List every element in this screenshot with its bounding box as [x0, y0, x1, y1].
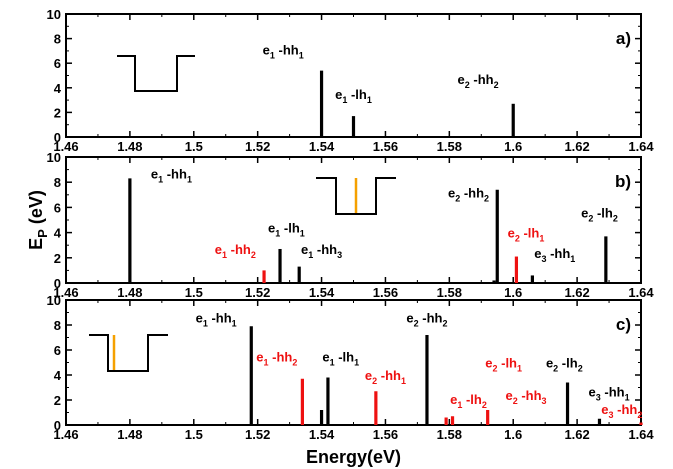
transition-label: e1 -lh1 [268, 221, 305, 239]
y-tick-label: 10 [47, 7, 61, 22]
x-tick-label: 1.5 [185, 139, 203, 154]
x-tick-label: 1.46 [53, 285, 78, 300]
y-tick-label: 10 [47, 150, 61, 165]
x-tick-label: 1.62 [564, 139, 589, 154]
y-tick-label: 6 [54, 343, 61, 358]
panel-label: a) [616, 29, 631, 48]
transition-label: e3 -hh2 [601, 402, 642, 420]
y-axis-label: EP (eV) [26, 190, 50, 250]
x-axis-label: Energy(eV) [306, 447, 401, 467]
x-tick-label: 1.64 [628, 139, 654, 154]
y-tick-label: 0 [54, 276, 61, 291]
x-tick-label: 1.48 [117, 427, 142, 442]
transition-label: e2 -lh1 [508, 226, 545, 244]
x-tick-label: 1.52 [245, 427, 270, 442]
y-tick-label: 6 [54, 200, 61, 215]
x-tick-label: 1.56 [373, 427, 398, 442]
quantum-well-inset [316, 177, 396, 215]
transition-label: e2 -lh1 [485, 356, 522, 374]
x-tick-label: 1.52 [245, 139, 270, 154]
x-tick-label: 1.58 [437, 427, 462, 442]
y-tick-label: 0 [54, 130, 61, 145]
x-tick-label: 1.64 [628, 285, 654, 300]
x-tick-label: 1.6 [504, 427, 522, 442]
transition-label: e1 -lh1 [322, 349, 359, 367]
transition-label: e1 -hh1 [263, 43, 304, 61]
y-tick-label: 4 [54, 81, 62, 96]
panel-label: b) [615, 172, 631, 191]
x-tick-label: 1.58 [437, 285, 462, 300]
x-tick-label: 1.48 [117, 139, 142, 154]
transition-label: e1 -lh2 [450, 392, 487, 410]
y-tick-label: 6 [54, 56, 61, 71]
quantum-well-inset [89, 334, 168, 372]
x-tick-label: 1.46 [53, 139, 78, 154]
x-tick-label: 1.54 [309, 427, 335, 442]
x-tick-label: 1.56 [373, 285, 398, 300]
y-tick-label: 8 [54, 32, 61, 47]
x-tick-label: 1.6 [504, 139, 522, 154]
x-tick-label: 1.54 [309, 139, 335, 154]
y-tick-label: 10 [47, 293, 61, 308]
y-tick-label: 8 [54, 175, 61, 190]
transition-label: e2 -lh2 [581, 205, 618, 223]
transition-label: e2 -hh2 [458, 72, 499, 90]
y-tick-label: 2 [54, 393, 61, 408]
quantum-well-inset [117, 55, 195, 92]
panel-2: 1.46 1.48 1.5 1.52 1.54 1.56 1.58 1.6 1.62 1.64 0 2… [47, 293, 655, 442]
transition-label: e1 -hh1 [151, 166, 192, 184]
transition-label: e1 -hh2 [215, 242, 256, 260]
x-tick-label: 1.48 [117, 285, 142, 300]
y-tick-label: 4 [54, 368, 62, 383]
transition-label: e1 -hh1 [196, 311, 237, 329]
x-tick-label: 1.62 [564, 285, 589, 300]
transition-label: e1 -hh2 [256, 349, 297, 367]
panel-1: 1.46 1.48 1.5 1.52 1.54 1.56 1.58 1.6 1.62 1.64 0 2… [47, 150, 655, 300]
transition-label: e3 -hh1 [534, 246, 575, 264]
x-tick-label: 1.64 [628, 427, 654, 442]
panel-label: c) [616, 315, 631, 334]
y-tick-label: 2 [54, 105, 61, 120]
transition-label: e3 -hh1 [589, 384, 630, 402]
x-tick-label: 1.5 [185, 427, 203, 442]
transition-label: e1 -hh3 [301, 242, 342, 260]
panels: 1.46 1.48 1.5 1.52 1.54 1.56 1.58 1.6 1.62 1.6402… [47, 7, 655, 442]
x-tick-label: 1.54 [309, 285, 335, 300]
transition-label: e2 -hh2 [448, 185, 489, 203]
transition-label: e2 -hh3 [505, 388, 546, 406]
y-tick-label: 8 [54, 318, 61, 333]
y-tick-label: 2 [54, 251, 61, 266]
transition-label: e2 -lh2 [546, 356, 583, 374]
y-tick-label: 0 [54, 418, 61, 433]
transition-label: e2 -hh1 [365, 368, 406, 386]
x-tick-label: 1.6 [504, 285, 522, 300]
transition-label: e2 -hh2 [406, 311, 447, 329]
x-tick-label: 1.62 [564, 427, 589, 442]
y-tick-label: 4 [54, 226, 62, 241]
panel-0: 1.46 1.48 1.5 1.52 1.54 1.56 1.58 1.6 1.62 1.64 0 2… [47, 7, 655, 154]
x-tick-label: 1.56 [373, 139, 398, 154]
x-tick-label: 1.46 [53, 427, 78, 442]
x-tick-label: 1.58 [437, 139, 462, 154]
x-tick-label: 1.5 [185, 285, 203, 300]
transition-label: e1 -lh1 [335, 87, 372, 105]
x-tick-label: 1.52 [245, 285, 270, 300]
